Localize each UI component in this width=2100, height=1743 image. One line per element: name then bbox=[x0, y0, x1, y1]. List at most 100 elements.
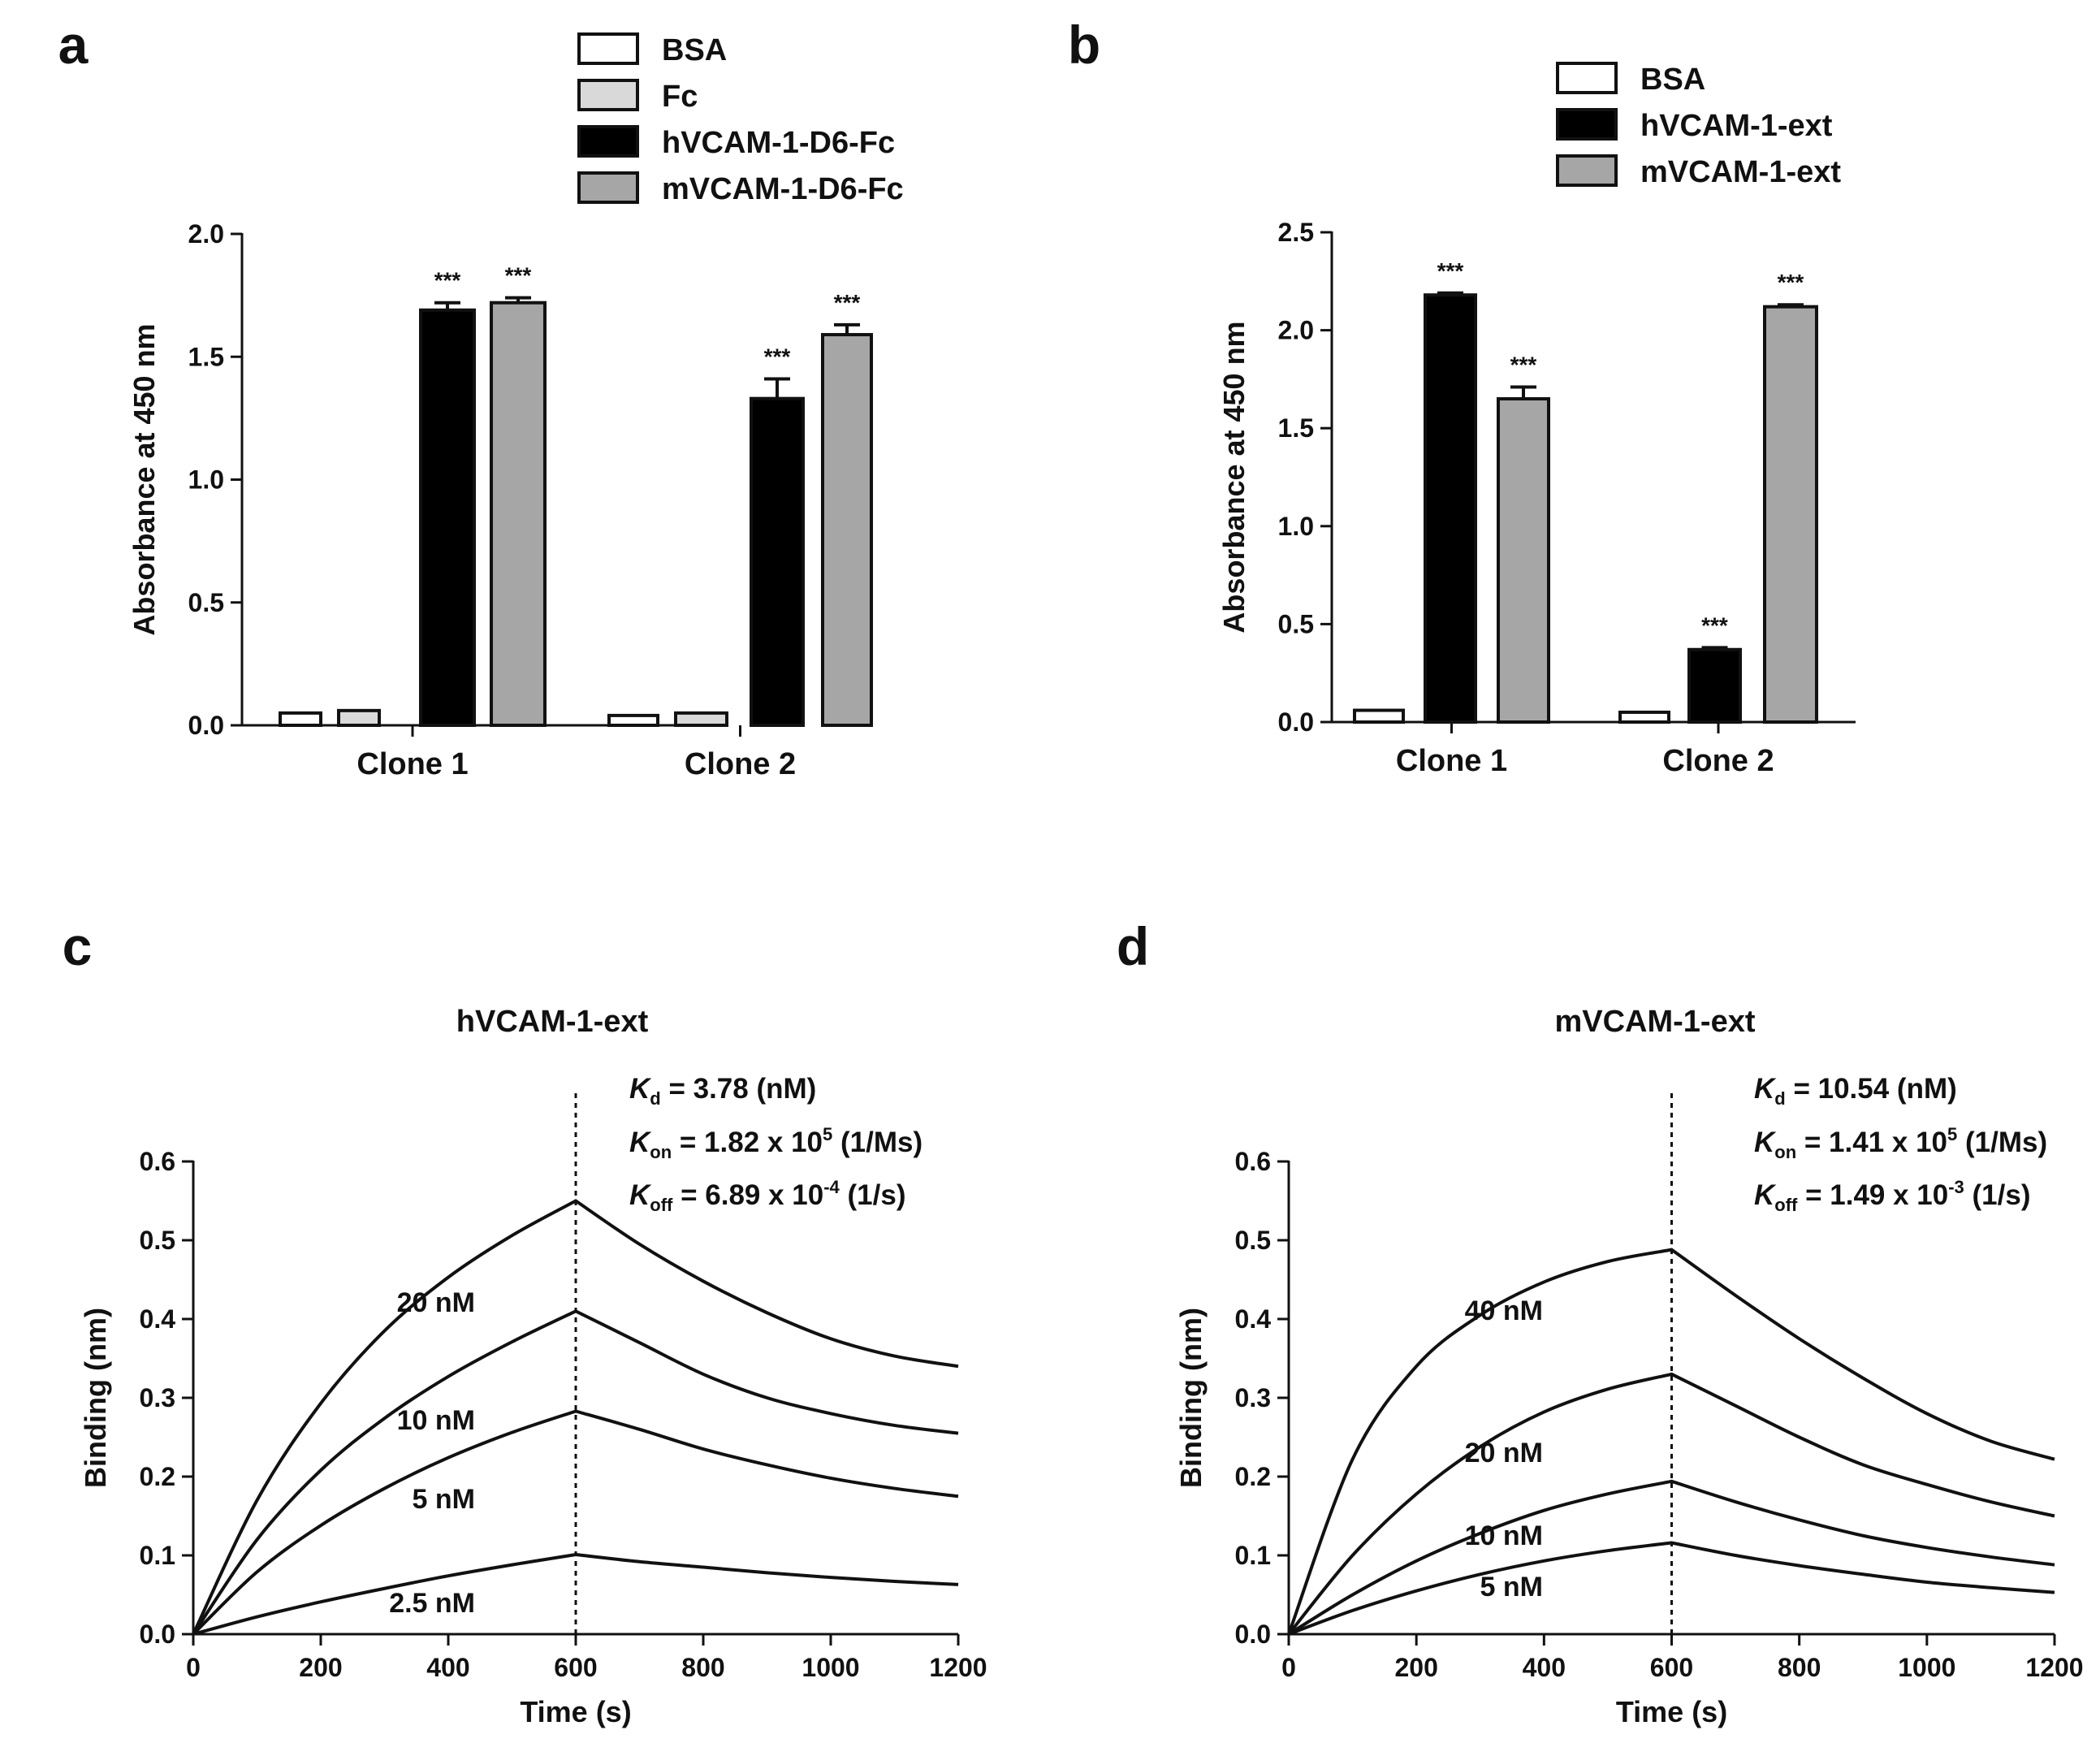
panel-letter: c bbox=[63, 916, 93, 976]
bar bbox=[337, 708, 381, 727]
legend-swatch bbox=[577, 171, 639, 204]
significance-label: *** bbox=[1701, 612, 1728, 638]
legend-swatch bbox=[577, 125, 639, 158]
series-label: 5 nM bbox=[1480, 1572, 1543, 1602]
chart-title: mVCAM-1-ext bbox=[1554, 1005, 1755, 1039]
series-line bbox=[192, 1409, 959, 1636]
x-tick-label: 400 bbox=[426, 1653, 469, 1682]
x-tick-label: 1000 bbox=[1898, 1653, 1955, 1682]
x-tick-label: 0 bbox=[1281, 1653, 1296, 1682]
kinetics-line: Kon = 1.82 x 105 (1/Ms) bbox=[629, 1124, 923, 1162]
y-tick-label: 0.2 bbox=[1235, 1462, 1271, 1491]
x-axis-label: Time (s) bbox=[1616, 1695, 1727, 1728]
significance-label: *** bbox=[764, 344, 791, 369]
chart-title: hVCAM-1-ext bbox=[456, 1005, 649, 1039]
bar bbox=[821, 333, 873, 727]
series-label: 20 nM bbox=[1465, 1438, 1543, 1468]
significance-label: *** bbox=[1778, 270, 1804, 295]
kinetics-line: Koff = 1.49 x 10-3 (1/s) bbox=[1754, 1177, 2031, 1215]
legend-label: mVCAM-1-ext bbox=[1640, 155, 1841, 189]
y-tick-label: 0.1 bbox=[1235, 1541, 1271, 1570]
x-tick-label: 1000 bbox=[802, 1653, 859, 1682]
bar bbox=[419, 308, 476, 727]
kinetics-line: Kd = 3.78 (nM) bbox=[629, 1073, 816, 1109]
bar bbox=[1618, 710, 1670, 724]
legend-label: BSA bbox=[1640, 63, 1705, 97]
panel-c: c hVCAM-1-ext 0.0 0.1 0.2 0.3 0.4 0.5 0.6 0 200 400… bbox=[63, 916, 987, 1728]
y-tick-label: 1.0 bbox=[188, 465, 224, 495]
bar bbox=[750, 396, 805, 727]
y-tick-label: 1.5 bbox=[1278, 413, 1314, 443]
y-tick-label: 0.3 bbox=[1235, 1383, 1271, 1412]
kinetics-line: Kon = 1.41 x 105 (1/Ms) bbox=[1754, 1124, 2047, 1162]
legend-swatch bbox=[1556, 108, 1618, 141]
y-axis-label: Absorbance at 450 nm bbox=[127, 323, 161, 635]
y-tick-label: 2.0 bbox=[1278, 316, 1314, 345]
y-tick-label: 2.0 bbox=[188, 219, 224, 249]
y-tick-label: 0.0 bbox=[188, 711, 224, 740]
y-axis-label: Absorbance at 450 nm bbox=[1217, 321, 1251, 633]
x-tick-label: 200 bbox=[1394, 1653, 1437, 1682]
legend-swatch bbox=[1556, 154, 1618, 187]
y-tick-label: 0.4 bbox=[1235, 1304, 1272, 1334]
kinetics-line: Koff = 6.89 x 10-4 (1/s) bbox=[629, 1177, 906, 1215]
series-line bbox=[192, 1553, 959, 1636]
y-tick-label: 0.0 bbox=[140, 1620, 175, 1649]
y-tick-label: 0.6 bbox=[1235, 1147, 1271, 1176]
x-tick-label: 600 bbox=[554, 1653, 597, 1682]
y-tick-label: 0.5 bbox=[1278, 609, 1314, 638]
bar bbox=[1763, 305, 1818, 724]
category-label: Clone 2 bbox=[1662, 744, 1774, 778]
series-label: 20 nM bbox=[397, 1287, 475, 1318]
panel-letter: d bbox=[1117, 916, 1149, 976]
kinetics-line: Kd = 10.54 (nM) bbox=[1754, 1073, 1957, 1109]
y-tick-label: 1.0 bbox=[1278, 512, 1314, 541]
x-tick-label: 1200 bbox=[2025, 1653, 2083, 1682]
y-tick-label: 0.2 bbox=[140, 1462, 175, 1491]
x-tick-label: 800 bbox=[681, 1653, 724, 1682]
bar bbox=[490, 301, 547, 727]
legend-label: hVCAM-1-ext bbox=[1640, 109, 1833, 143]
panel-a: a 0.0 0.5 1.0 1.5 2.0 Absorbance at 450 nm Clon… bbox=[58, 15, 904, 781]
legend-label: hVCAM-1-D6-Fc bbox=[662, 126, 895, 160]
significance-label: *** bbox=[434, 268, 461, 293]
y-tick-label: 0.5 bbox=[1235, 1226, 1271, 1255]
legend-swatch bbox=[577, 32, 639, 65]
y-tick-label: 0.0 bbox=[1235, 1620, 1271, 1649]
significance-label: *** bbox=[1510, 352, 1537, 378]
y-tick-label: 0.1 bbox=[140, 1541, 175, 1570]
series-line bbox=[1287, 1479, 2055, 1636]
y-tick-label: 0.5 bbox=[140, 1226, 175, 1255]
series-label: 10 nM bbox=[397, 1405, 475, 1436]
x-tick-label: 800 bbox=[1778, 1653, 1821, 1682]
series-label: 10 nM bbox=[1465, 1520, 1543, 1551]
legend-label: BSA bbox=[662, 33, 727, 67]
significance-label: *** bbox=[1437, 258, 1464, 283]
legend-label: Fc bbox=[662, 80, 698, 114]
series-label: 40 nM bbox=[1465, 1295, 1543, 1326]
x-axis-label: Time (s) bbox=[520, 1695, 631, 1728]
series-line bbox=[192, 1199, 959, 1635]
series-line bbox=[192, 1309, 959, 1636]
category-label: Clone 1 bbox=[356, 747, 468, 781]
y-tick-label: 0.0 bbox=[1278, 707, 1314, 737]
x-tick-label: 200 bbox=[299, 1653, 342, 1682]
y-axis-label: Binding (nm) bbox=[79, 1308, 112, 1488]
bar bbox=[279, 711, 322, 727]
y-tick-label: 0.4 bbox=[140, 1304, 176, 1334]
category-label: Clone 2 bbox=[685, 747, 796, 781]
y-axis-label: Binding (nm) bbox=[1174, 1308, 1208, 1488]
bar bbox=[607, 713, 659, 728]
panel-letter: a bbox=[58, 15, 89, 75]
y-tick-label: 1.5 bbox=[188, 342, 224, 371]
bar bbox=[1687, 647, 1742, 724]
series-label: 5 nM bbox=[413, 1484, 475, 1515]
bar bbox=[1424, 293, 1477, 724]
panel-letter: b bbox=[1068, 15, 1100, 75]
y-tick-label: 2.5 bbox=[1278, 218, 1314, 247]
panel-d: d mVCAM-1-ext 0.0 0.1 0.2 0.3 0.4 0.5 0.6 0 200 400… bbox=[1117, 916, 2084, 1728]
series-label: 2.5 nM bbox=[389, 1588, 475, 1619]
bar bbox=[1353, 708, 1405, 724]
x-tick-label: 600 bbox=[1650, 1653, 1693, 1682]
